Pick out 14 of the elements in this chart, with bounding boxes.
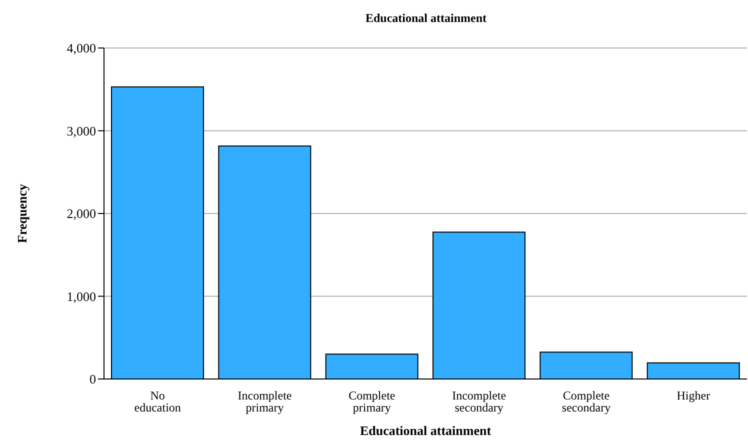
chart-title: Educational attainment bbox=[364, 11, 488, 26]
x-tick-label: Incomplete secondary bbox=[452, 388, 506, 415]
y-tick-label: 0 bbox=[90, 372, 96, 387]
x-axis-title: Educational attainment bbox=[360, 423, 492, 438]
y-tick-label: 1,000 bbox=[66, 288, 96, 304]
x-tick-label: No education bbox=[134, 388, 181, 415]
y-tick-label: 3,000 bbox=[66, 123, 96, 138]
x-tick-label: Higher bbox=[676, 388, 710, 403]
y-tick-label: 2,000 bbox=[66, 206, 96, 222]
x-tick-label: Incomplete primary bbox=[238, 388, 292, 415]
x-tick-label: Complete secondary bbox=[562, 388, 611, 415]
x-tick-label: Complete primary bbox=[348, 388, 396, 415]
y-axis-title: Frequency bbox=[14, 184, 30, 243]
y-tick-label: 4,000 bbox=[66, 40, 96, 56]
